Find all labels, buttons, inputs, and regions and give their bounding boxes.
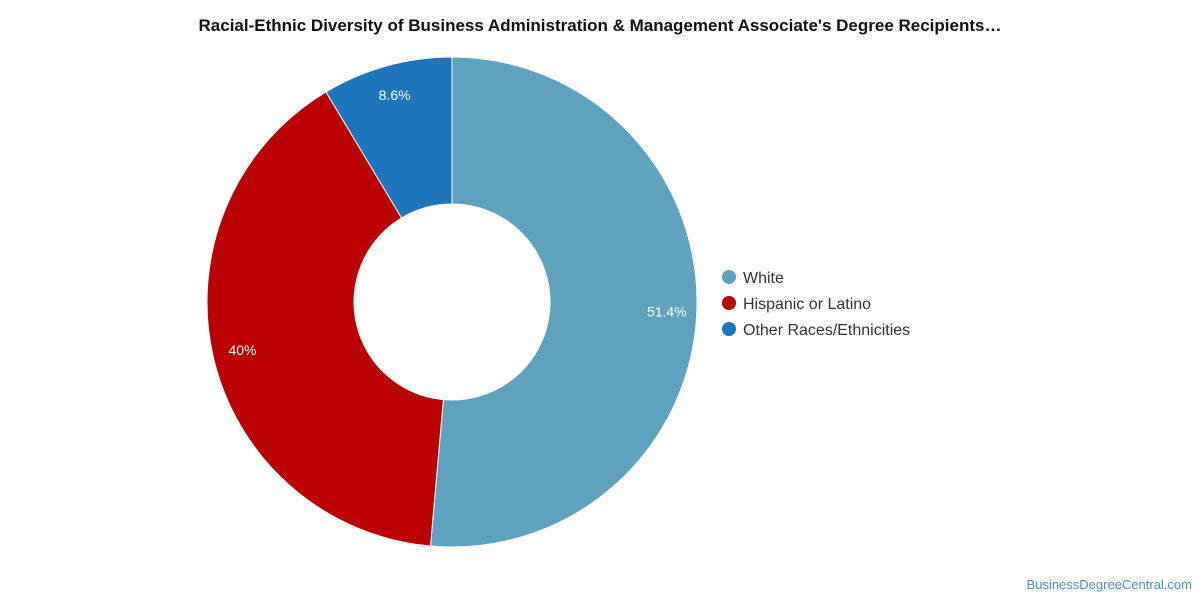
slice-hispanic-or-latino[interactable]	[206, 91, 444, 547]
slice-label-other-races-ethnicities: 8.6%	[379, 87, 411, 103]
slice-white[interactable]	[429, 56, 698, 548]
slice-label-white: 51.4%	[647, 303, 687, 319]
slices-group	[206, 56, 698, 548]
slice-other-races-ethnicities[interactable]	[325, 56, 453, 219]
slice-label-hispanic-or-latino: 40%	[228, 342, 256, 358]
legend-marker-hispanic-or-latino	[722, 296, 736, 310]
legend-label-other-races-ethnicities: Other Races/Ethnicities	[743, 322, 910, 339]
legend: White Hispanic or Latino Other Races/Ethni…	[722, 270, 910, 339]
legend-item-other-races-ethnicities[interactable]: Other Races/Ethnicities	[722, 322, 910, 339]
legend-marker-other-races-ethnicities	[722, 322, 736, 336]
legend-item-white[interactable]: White	[722, 270, 784, 287]
legend-label-white: White	[743, 270, 784, 287]
legend-marker-white	[722, 270, 736, 284]
legend-item-hispanic-or-latino[interactable]: Hispanic or Latino	[722, 296, 871, 313]
legend-label-hispanic-or-latino: Hispanic or Latino	[743, 296, 871, 313]
source-credit[interactable]: BusinessDegreeCentral.com	[1026, 577, 1192, 592]
chart-title: Racial-Ethnic Diversity of Business Admi…	[198, 16, 1002, 35]
slice-labels-group: 51.4% 40% 8.6%	[228, 87, 686, 358]
